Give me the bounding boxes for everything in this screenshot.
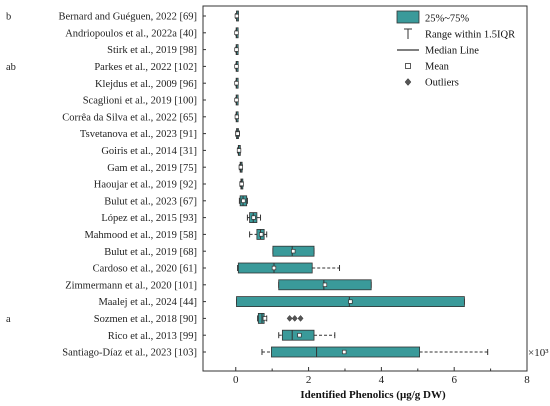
x-tick-label: 2 [306, 374, 312, 386]
legend-box-swatch [396, 10, 420, 24]
box-row-15 [237, 262, 341, 274]
mean-marker [234, 64, 239, 69]
box-row-6 [234, 111, 240, 123]
box-row-18 [257, 312, 304, 324]
outlier-marker [291, 315, 298, 322]
outlier-marker [297, 315, 304, 322]
mean-marker [234, 97, 239, 103]
box-row-9 [238, 161, 244, 173]
mean-marker [241, 198, 246, 203]
mean-marker [235, 131, 240, 136]
x-tick-label: 6 [451, 374, 457, 386]
category-label: López et al., 2015 [93] [101, 213, 197, 224]
category-label: Scaglioni et al., 2019 [100] [83, 96, 197, 107]
category-label: Tsvetanova et al., 2023 [91] [80, 129, 197, 140]
group-letter: ab [6, 62, 16, 73]
x-tick-label: 4 [379, 374, 385, 386]
category-label: Haoujar et al., 2019 [92] [94, 180, 197, 191]
legend: 25%~75% Range within 1.5IQR Median Line Mea… [396, 10, 515, 89]
box-row-5 [234, 94, 239, 106]
x-tick-label: 8 [524, 374, 530, 386]
box-row-3 [234, 61, 239, 72]
legend-label: Median Line [425, 46, 479, 57]
mean-marker [297, 333, 302, 338]
box-row-17 [235, 296, 465, 308]
x-tick-label: 0 [233, 374, 239, 386]
legend-item: Median Line [397, 46, 479, 57]
box-row-4 [234, 77, 239, 89]
mean-marker [348, 299, 353, 304]
category-label: Santiago-Díaz et al., 2023 [103] [62, 348, 197, 359]
box-row-14 [272, 245, 315, 257]
legend-item: 25%~75% [396, 10, 469, 25]
box-row-11 [238, 195, 248, 207]
x-axis-title: Identified Phenolics (μg/g DW) [300, 389, 446, 401]
mean-marker [342, 349, 347, 355]
category-label: Bulut et al., 2019 [68] [104, 247, 197, 258]
group-letter: a [6, 314, 11, 325]
category-label: Maalej et al., 2024 [44] [98, 297, 197, 308]
category-label: Klejdus et al., 2009 [96] [95, 79, 197, 90]
mean-marker [262, 316, 268, 321]
plot-frame [202, 5, 528, 372]
box-row-16 [278, 279, 372, 291]
box-row-2 [234, 44, 239, 55]
category-label: Parkes et al., 2022 [102] [94, 62, 197, 73]
mean-marker [259, 232, 264, 237]
mean-marker [234, 30, 239, 35]
category-label: Sozmen et al., 2018 [90] [94, 314, 197, 325]
legend-item: Outliers [404, 78, 459, 89]
box-row-13 [249, 228, 268, 240]
box-row-8 [236, 144, 242, 156]
category-label: Andriopoulos et al., 2022a [40] [65, 28, 197, 39]
legend-label: Range within 1.5IQR [425, 30, 515, 41]
category-label: Zimmermann et al., 2020 [101] [65, 280, 197, 291]
mean-marker [251, 215, 256, 220]
legend-label: Mean [425, 62, 450, 73]
group-letter: b [6, 12, 11, 23]
category-label: Corrêa da Silva et al., 2022 [65] [62, 112, 197, 123]
mean-marker [234, 47, 239, 52]
category-label: Goiris et al., 2014 [31] [101, 146, 197, 157]
legend-item: Mean [405, 62, 450, 73]
legend-label: Outliers [425, 78, 459, 89]
box-row-0 [234, 10, 240, 22]
mean-marker [271, 265, 277, 271]
mean-marker [234, 81, 239, 86]
legend-item: Range within 1.5IQR [404, 28, 515, 41]
category-label: Stirk et al., 2019 [98] [107, 45, 197, 56]
legend-outlier-icon [404, 78, 412, 86]
x-multiplier: ×10³ [528, 347, 549, 359]
box-row-12 [246, 212, 262, 224]
significance-letters-group: b ab a [6, 12, 16, 325]
category-label: Rico et al., 2013 [99] [108, 331, 197, 342]
mean-marker [234, 13, 240, 19]
plot-frame-group [202, 5, 528, 372]
box-row-10 [239, 178, 244, 190]
boxes-group [234, 10, 489, 358]
category-label: Gam et al., 2019 [75] [107, 163, 197, 174]
category-label: Bernard and Guéguen, 2022 [69] [59, 12, 198, 23]
mean-marker [322, 282, 328, 287]
legend-label: 25%~75% [425, 14, 469, 25]
mean-marker [239, 181, 244, 187]
mean-marker [234, 114, 240, 119]
outlier-marker [286, 315, 293, 322]
legend-mean-icon [405, 63, 411, 69]
category-labels-group: Bernard and Guéguen, 2022 [69] Andriopoul… [59, 12, 198, 359]
box-row-1 [234, 27, 239, 39]
x-axis-group: 0 2 4 6 8 Identified Phenolics (μg/g DW) ×10³ [233, 347, 549, 401]
category-label: Cardoso et al., 2020 [61] [93, 264, 197, 275]
box-row-19 [278, 329, 336, 341]
category-label: Bulut et al., 2023 [67] [104, 196, 197, 207]
mean-marker [236, 148, 242, 153]
mean-marker [291, 249, 296, 254]
box-row-20 [261, 346, 489, 358]
category-label: Mahmood et al., 2019 [58] [84, 230, 197, 241]
box-row-7 [235, 128, 240, 140]
mean-marker [238, 165, 244, 170]
